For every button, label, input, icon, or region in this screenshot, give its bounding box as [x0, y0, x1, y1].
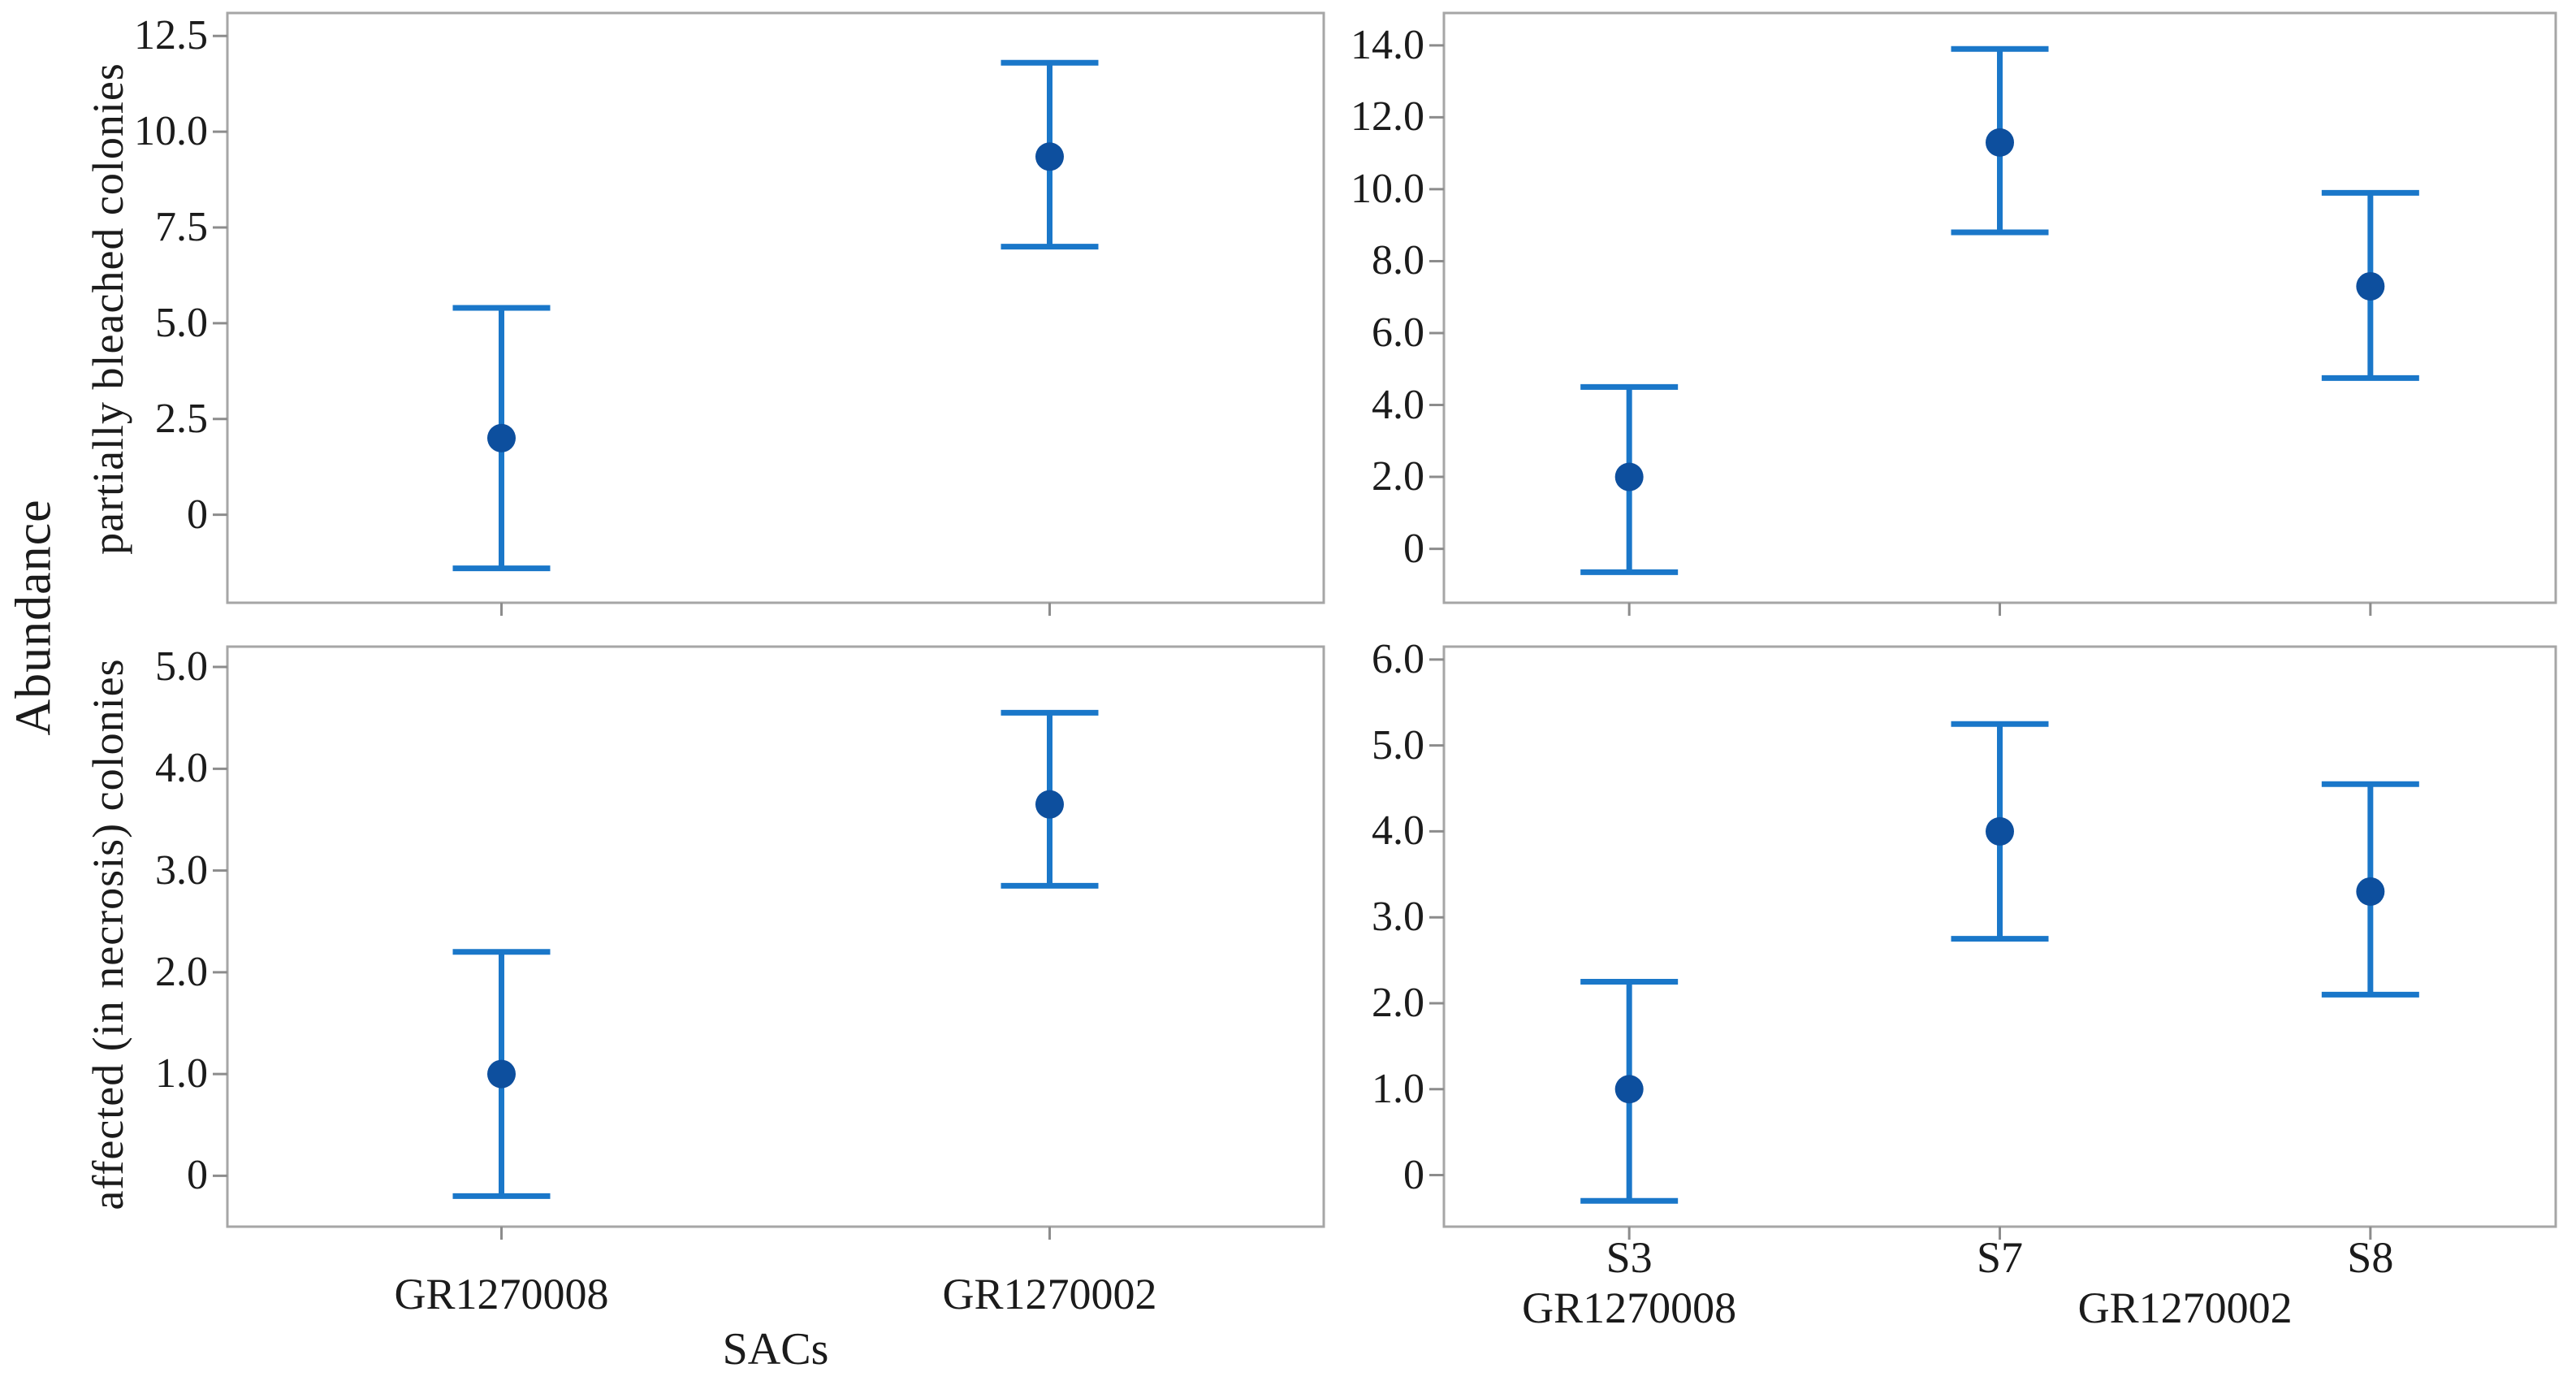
x-category-label-necrosis-by-station-S3: S3: [1606, 1233, 1653, 1282]
x-category-label-necrosis-by-sac-GR1270008: GR1270008: [394, 1270, 609, 1318]
y-tick-label-partially-bleached-by-sac-5.0: 5.0: [155, 299, 208, 346]
y-tick-label-partially-bleached-by-sac-2.5: 2.5: [155, 395, 208, 442]
mean-marker: [1986, 128, 2014, 157]
y-tick-label-partially-bleached-by-station-12.0: 12.0: [1351, 93, 1424, 141]
y-tick-label-partially-bleached-by-station-10.0: 10.0: [1351, 165, 1424, 212]
y-tick-label-partially-bleached-by-station-2.0: 2.0: [1372, 453, 1424, 500]
mean-marker: [1614, 1075, 1644, 1104]
panel-border-partially-bleached-by-sac: [226, 11, 1325, 604]
y-tick-label-necrosis-by-station-4.0: 4.0: [1372, 807, 1424, 855]
x-group-label-GR1270008: GR1270008: [1522, 1284, 1737, 1332]
y-tick-label-partially-bleached-by-station-8.0: 8.0: [1372, 237, 1424, 284]
panel-border-necrosis-by-sac: [226, 645, 1325, 1228]
y-tick-label-partially-bleached-by-sac-10.0: 10.0: [134, 108, 208, 155]
mean-marker: [1035, 790, 1064, 819]
y-tick-label-partially-bleached-by-sac-12.5: 12.5: [134, 12, 208, 59]
mean-marker: [1035, 142, 1064, 171]
x-group-label-GR1270002: GR1270002: [2077, 1284, 2293, 1332]
interval-necrosis-by-station-S8: [2321, 781, 2419, 998]
y-tick-label-partially-bleached-by-station-4.0: 4.0: [1372, 381, 1424, 428]
y-tick-label-necrosis-by-sac-3.0: 3.0: [155, 846, 208, 894]
mean-marker: [1986, 816, 2014, 846]
interval-necrosis-by-sac-GR1270002: [1001, 709, 1099, 889]
y-tick-label-necrosis-by-station-5.0: 5.0: [1372, 721, 1424, 768]
y-tick-label-partially-bleached-by-sac-7.5: 7.5: [155, 204, 208, 250]
interval-necrosis-by-station-S7: [1951, 721, 2049, 942]
y-tick-label-necrosis-by-station-3.0: 3.0: [1372, 894, 1424, 941]
y-tick-label-necrosis-by-station-6.0: 6.0: [1372, 635, 1424, 682]
interval-partially-bleached-by-station-S3: [1580, 383, 1679, 575]
panel-partially-bleached-by-station: [1429, 11, 2557, 616]
interval-partially-bleached-by-station-S8: [2321, 189, 2419, 381]
y-tick-label-partially-bleached-by-sac-0: 0: [187, 491, 208, 538]
panel-necrosis-by-sac: [213, 645, 1325, 1240]
interval-partially-bleached-by-sac-GR1270008: [452, 305, 551, 572]
mean-marker: [2356, 271, 2385, 301]
y-tick-label-necrosis-by-sac-4.0: 4.0: [155, 745, 208, 792]
mean-marker: [487, 1059, 516, 1089]
y-tick-label-necrosis-by-station-0: 0: [1403, 1151, 1424, 1198]
panel-necrosis-by-station: [1429, 645, 2557, 1240]
y-tick-label-partially-bleached-by-station-0: 0: [1403, 525, 1424, 572]
shared-x-axis-label: SACs: [722, 1324, 829, 1375]
y-tick-label-partially-bleached-by-station-6.0: 6.0: [1372, 309, 1424, 356]
y-tick-label-partially-bleached-by-station-14.0: 14.0: [1351, 21, 1424, 68]
mean-marker: [1614, 462, 1644, 491]
y-tick-label-necrosis-by-station-2.0: 2.0: [1372, 979, 1424, 1026]
mean-marker: [2356, 877, 2385, 906]
mean-marker: [487, 423, 516, 452]
interval-partially-bleached-by-sac-GR1270002: [1001, 59, 1099, 250]
y-tick-label-necrosis-by-sac-2.0: 2.0: [155, 948, 208, 995]
y-tick-label-necrosis-by-sac-1.0: 1.0: [155, 1050, 208, 1097]
y-axis-label-necrosis: affected (in necrosis) colonies: [84, 658, 132, 1210]
x-category-label-necrosis-by-station-S7: S7: [1976, 1233, 2024, 1282]
interval-necrosis-by-station-S3: [1580, 979, 1679, 1204]
panel-partially-bleached-by-sac: [213, 11, 1325, 616]
y-tick-label-necrosis-by-sac-0: 0: [187, 1152, 208, 1199]
interval-necrosis-by-sac-GR1270008: [452, 949, 551, 1199]
y-tick-label-necrosis-by-sac-5.0: 5.0: [155, 643, 208, 691]
y-tick-label-necrosis-by-station-1.0: 1.0: [1372, 1065, 1424, 1112]
interval-partially-bleached-by-station-S7: [1951, 45, 2049, 236]
x-category-label-necrosis-by-station-S8: S8: [2347, 1233, 2394, 1282]
x-category-label-necrosis-by-sac-GR1270002: GR1270002: [942, 1270, 1157, 1318]
